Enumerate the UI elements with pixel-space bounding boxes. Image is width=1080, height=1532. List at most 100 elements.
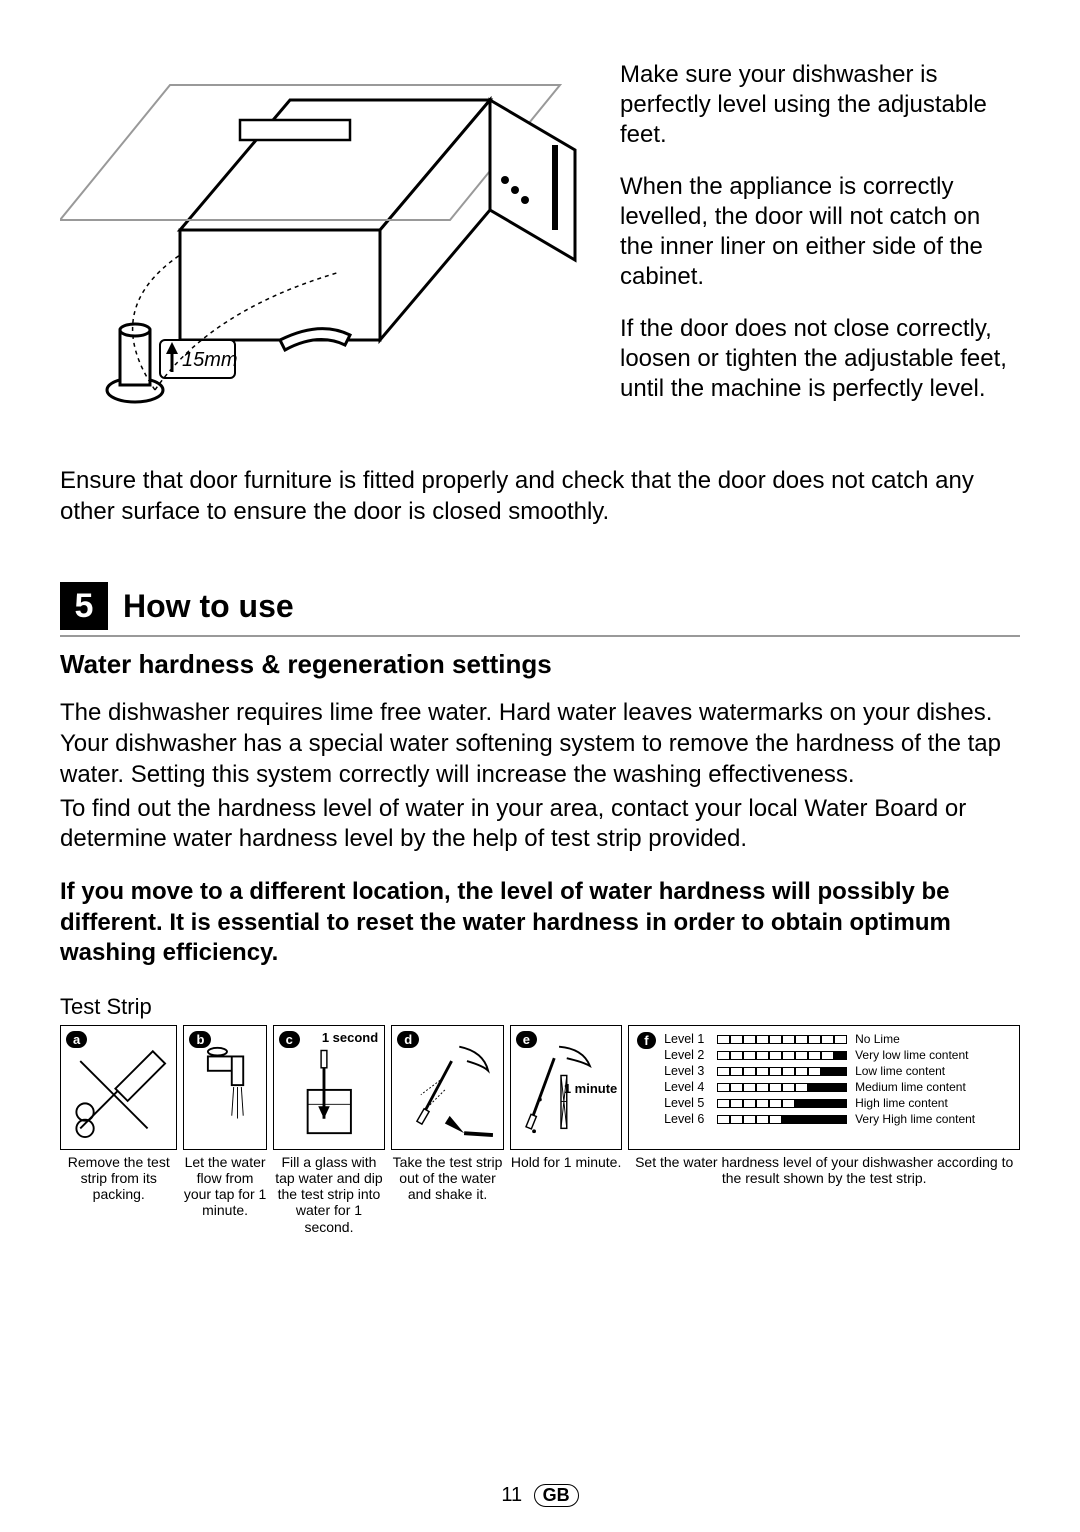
level-bar <box>717 1035 730 1044</box>
level-bar <box>743 1083 756 1092</box>
level-bar <box>808 1083 821 1092</box>
level-bar <box>821 1099 834 1108</box>
level-bar <box>756 1115 769 1124</box>
level-bar <box>808 1115 821 1124</box>
panel-d: d <box>391 1025 504 1150</box>
level-bar <box>730 1051 743 1060</box>
level-bars <box>717 1067 847 1076</box>
level-bar <box>782 1083 795 1092</box>
top-section: 15mm Make sure your dishwasher is perfec… <box>60 60 1020 440</box>
level-bar <box>808 1099 821 1108</box>
level-desc: Low lime content <box>855 1064 975 1078</box>
level-bar <box>769 1051 782 1060</box>
test-strip-label: Test Strip <box>60 994 1020 1020</box>
level-bar <box>743 1035 756 1044</box>
badge-a: a <box>66 1031 87 1048</box>
badge-c: c <box>279 1031 300 1048</box>
level-row: Level 1No Lime <box>664 1032 975 1046</box>
dishwasher-svg: 15mm <box>60 60 590 440</box>
level-bar <box>795 1051 808 1060</box>
level-row: Level 6Very High lime content <box>664 1112 975 1126</box>
level-bar <box>769 1115 782 1124</box>
level-label: Level 3 <box>664 1064 709 1078</box>
note-c: 1 second <box>322 1030 378 1045</box>
level-bars <box>717 1115 847 1124</box>
captions-row: Remove the test strip from its packing. … <box>60 1154 1020 1234</box>
section-number: 5 <box>60 582 108 630</box>
level-bar <box>756 1051 769 1060</box>
caption-b: Let the water flow from your tap for 1 m… <box>183 1154 266 1234</box>
badge-d: d <box>397 1031 419 1048</box>
level-label: Level 5 <box>664 1096 709 1110</box>
level-bar <box>743 1099 756 1108</box>
caption-c: Fill a glass with tap water and dip the … <box>273 1154 386 1234</box>
level-bar <box>756 1099 769 1108</box>
level-bar <box>717 1083 730 1092</box>
level-bar <box>808 1067 821 1076</box>
level-bar <box>821 1067 834 1076</box>
body-1: The dishwasher requires lime free water.… <box>60 698 1020 790</box>
level-bar <box>821 1115 834 1124</box>
level-bar <box>834 1083 847 1092</box>
level-label: Level 2 <box>664 1048 709 1062</box>
caption-f: Set the water hardness level of your dis… <box>628 1154 1020 1234</box>
test-strip-row: a b c 1 second d <box>60 1025 1020 1150</box>
full-width-para: Ensure that door furniture is fitted pro… <box>60 465 1020 527</box>
level-label: Level 4 <box>664 1080 709 1094</box>
level-bars <box>717 1083 847 1092</box>
para-1: Make sure your dishwasher is perfectly l… <box>620 60 1020 150</box>
level-bars <box>717 1099 847 1108</box>
level-bar <box>821 1035 834 1044</box>
panel-e: e 1 minute <box>510 1025 623 1150</box>
level-row: Level 3 Low lime content <box>664 1064 975 1078</box>
level-bar <box>795 1083 808 1092</box>
level-bar <box>795 1099 808 1108</box>
note-e: 1 minute <box>564 1081 617 1096</box>
caption-d: Take the test strip out of the water and… <box>391 1154 504 1234</box>
level-bar <box>782 1115 795 1124</box>
section-title: How to use <box>123 588 294 625</box>
section-header: 5 How to use <box>60 582 1020 637</box>
level-bar <box>834 1099 847 1108</box>
level-bar <box>834 1067 847 1076</box>
level-bar <box>743 1067 756 1076</box>
panel-f: f Level 1No Lime Level 2 Very low lime con… <box>628 1025 1020 1150</box>
badge-b: b <box>189 1031 211 1048</box>
level-bars <box>717 1035 847 1044</box>
page-number: 11 <box>501 1484 522 1506</box>
panel-a: a <box>60 1025 177 1150</box>
level-bar <box>769 1035 782 1044</box>
level-desc: Medium lime content <box>855 1080 975 1094</box>
level-bar <box>730 1115 743 1124</box>
level-bar <box>795 1115 808 1124</box>
level-bar <box>795 1035 808 1044</box>
level-bar <box>756 1067 769 1076</box>
level-row: Level 2 Very low lime content <box>664 1048 975 1062</box>
level-desc: Very High lime content <box>855 1112 975 1126</box>
level-desc: High lime content <box>855 1096 975 1110</box>
level-bar <box>717 1067 730 1076</box>
level-bar <box>808 1051 821 1060</box>
level-bar <box>782 1099 795 1108</box>
caption-a: Remove the test strip from its packing. <box>60 1154 177 1234</box>
level-bar <box>821 1083 834 1092</box>
level-desc: Very low lime content <box>855 1048 975 1062</box>
level-bar <box>769 1099 782 1108</box>
caption-e: Hold for 1 minute. <box>510 1154 623 1234</box>
panel-c: c 1 second <box>273 1025 386 1150</box>
badge-f: f <box>637 1032 655 1049</box>
illo-label: 15mm <box>182 349 238 371</box>
level-bar <box>769 1067 782 1076</box>
levels-container: Level 1No Lime Level 2 Very low lime conte… <box>664 1032 975 1128</box>
badge-e: e <box>516 1031 537 1048</box>
level-bar <box>717 1099 730 1108</box>
bold-note: If you move to a different location, the… <box>60 877 1020 969</box>
level-bar <box>821 1051 834 1060</box>
region-badge: GB <box>534 1484 579 1507</box>
level-bar <box>756 1035 769 1044</box>
subsection-title: Water hardness & regeneration settings <box>60 649 1020 680</box>
level-bar <box>834 1115 847 1124</box>
level-bar <box>795 1067 808 1076</box>
level-bar <box>808 1035 821 1044</box>
level-bar <box>730 1035 743 1044</box>
